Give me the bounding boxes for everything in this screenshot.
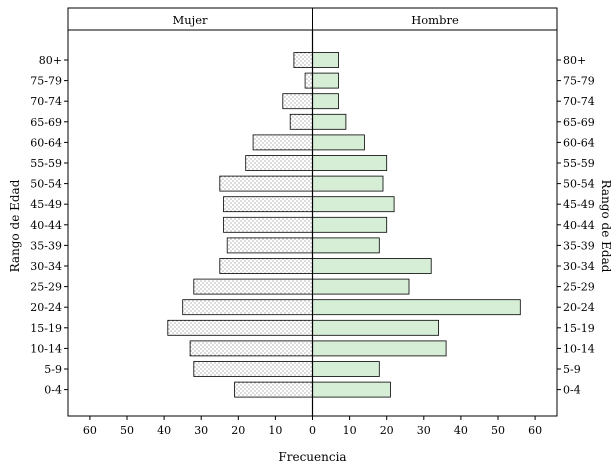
bar-mujer-75-79 bbox=[304, 72, 313, 89]
bar-hombre-45-49 bbox=[312, 196, 395, 213]
x-tick-label-12: 60 bbox=[528, 424, 542, 437]
y-tick-label-left-45-49: 45-49 bbox=[30, 198, 62, 211]
series-label-mujer: Mujer bbox=[172, 13, 208, 27]
x-ticks-group: 60 50 40 30 20 10 0 10 20 30 40 50 60 bbox=[83, 416, 542, 437]
bar-mujer-65-69 bbox=[289, 113, 313, 130]
x-tick-label-4: 20 bbox=[231, 424, 245, 437]
y-tick-label-left-75-79: 75-79 bbox=[30, 75, 62, 88]
bar-hombre-60-64 bbox=[312, 134, 365, 151]
y-tick-label-right-5-9: 5-9 bbox=[563, 363, 581, 376]
bar-hombre-75-79 bbox=[312, 72, 339, 89]
x-tick-label-0: 60 bbox=[83, 424, 97, 437]
bar-mujer-25-29 bbox=[193, 278, 313, 295]
bar-hombre-40-44 bbox=[312, 216, 388, 233]
y-tick-label-right-55-59: 55-59 bbox=[563, 157, 595, 170]
y-tick-label-right-0-4: 0-4 bbox=[563, 384, 581, 397]
y-axis-title-left: Rango de Edad bbox=[8, 179, 22, 272]
y-axis-title-right: Rango de Edad bbox=[599, 180, 613, 273]
x-tick-label-5: 10 bbox=[268, 424, 282, 437]
bar-mujer-35-39 bbox=[226, 237, 313, 254]
x-tick-label-2: 40 bbox=[157, 424, 171, 437]
bar-hombre-0-4 bbox=[312, 381, 391, 398]
y-tick-label-left-60-64: 60-64 bbox=[30, 136, 62, 149]
y-tick-label-left-80+: 80+ bbox=[39, 54, 62, 67]
bar-mujer-60-64 bbox=[252, 134, 313, 151]
y-tick-label-right-60-64: 60-64 bbox=[563, 136, 595, 149]
bar-hombre-80+ bbox=[312, 52, 339, 68]
bar-hombre-50-54 bbox=[312, 175, 384, 192]
bar-hombre-20-24 bbox=[312, 299, 521, 316]
y-tick-label-right-10-14: 10-14 bbox=[563, 342, 595, 355]
y-tick-label-left-65-69: 65-69 bbox=[30, 116, 62, 129]
y-tick-label-left-35-39: 35-39 bbox=[30, 239, 62, 252]
bar-hombre-70-74 bbox=[312, 93, 339, 110]
y-tick-label-left-50-54: 50-54 bbox=[30, 178, 62, 191]
bar-hombre-30-34 bbox=[312, 258, 432, 274]
y-tick-label-left-30-34: 30-34 bbox=[30, 260, 62, 273]
bar-mujer-80+ bbox=[293, 52, 313, 68]
y-ticks-group: 0-4 0-4 5-9 5-9 10-14 10-14 15-19 15-19 20-24 20-… bbox=[30, 54, 594, 397]
y-tick-label-right-50-54: 50-54 bbox=[563, 178, 595, 191]
y-tick-label-right-75-79: 75-79 bbox=[563, 75, 595, 88]
y-tick-label-left-70-74: 70-74 bbox=[30, 95, 62, 108]
y-tick-label-right-30-34: 30-34 bbox=[563, 260, 595, 273]
bar-mujer-5-9 bbox=[193, 361, 313, 377]
x-tick-label-10: 40 bbox=[454, 424, 468, 437]
y-tick-label-left-55-59: 55-59 bbox=[30, 157, 62, 170]
y-tick-label-left-5-9: 5-9 bbox=[44, 363, 62, 376]
x-tick-label-9: 30 bbox=[417, 424, 431, 437]
bar-mujer-15-19 bbox=[167, 319, 313, 336]
bar-mujer-45-49 bbox=[223, 196, 313, 213]
bars-group bbox=[167, 52, 521, 398]
bar-hombre-35-39 bbox=[312, 237, 380, 254]
bar-mujer-10-14 bbox=[189, 340, 313, 357]
y-tick-label-left-0-4: 0-4 bbox=[44, 384, 62, 397]
bar-hombre-10-14 bbox=[312, 340, 447, 357]
bar-hombre-25-29 bbox=[312, 278, 410, 295]
x-tick-label-8: 20 bbox=[380, 424, 394, 437]
y-tick-label-left-40-44: 40-44 bbox=[30, 219, 62, 232]
x-tick-label-11: 50 bbox=[491, 424, 505, 437]
y-tick-label-left-15-19: 15-19 bbox=[30, 322, 62, 335]
bar-mujer-40-44 bbox=[223, 216, 313, 233]
y-tick-label-left-10-14: 10-14 bbox=[30, 342, 62, 355]
x-tick-label-3: 30 bbox=[194, 424, 208, 437]
bar-hombre-65-69 bbox=[312, 113, 347, 130]
y-tick-label-right-20-24: 20-24 bbox=[563, 301, 595, 314]
x-tick-label-6: 0 bbox=[309, 424, 316, 437]
x-tick-label-1: 50 bbox=[120, 424, 134, 437]
y-tick-label-right-40-44: 40-44 bbox=[563, 219, 595, 232]
y-tick-label-right-45-49: 45-49 bbox=[563, 198, 595, 211]
bar-mujer-0-4 bbox=[234, 381, 313, 398]
y-tick-label-right-15-19: 15-19 bbox=[563, 322, 595, 335]
x-axis-title: Frecuencia bbox=[278, 450, 346, 463]
y-tick-label-left-20-24: 20-24 bbox=[30, 301, 62, 314]
bar-mujer-70-74 bbox=[282, 93, 313, 110]
y-tick-label-right-65-69: 65-69 bbox=[563, 116, 595, 129]
y-tick-label-right-25-29: 25-29 bbox=[563, 281, 595, 294]
bar-mujer-30-34 bbox=[219, 258, 314, 274]
series-label-hombre: Hombre bbox=[411, 13, 459, 27]
y-tick-label-left-25-29: 25-29 bbox=[30, 281, 62, 294]
y-tick-label-right-70-74: 70-74 bbox=[563, 95, 595, 108]
x-tick-label-7: 10 bbox=[343, 424, 357, 437]
bar-mujer-55-59 bbox=[245, 155, 313, 171]
y-tick-label-right-80+: 80+ bbox=[563, 54, 586, 67]
bar-hombre-15-19 bbox=[312, 319, 439, 336]
bar-hombre-55-59 bbox=[312, 155, 388, 171]
bar-hombre-5-9 bbox=[312, 361, 380, 377]
y-tick-label-right-35-39: 35-39 bbox=[563, 239, 595, 252]
bar-mujer-20-24 bbox=[182, 299, 313, 316]
bar-mujer-50-54 bbox=[219, 175, 314, 192]
